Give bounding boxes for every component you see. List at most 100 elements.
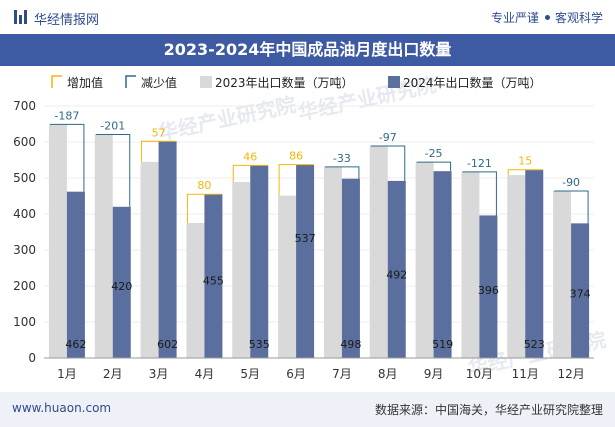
change-label: -33 bbox=[333, 152, 351, 165]
bar-2023 bbox=[94, 134, 113, 358]
chart-title: 2023-2024年中国成品油月度出口数量 bbox=[163, 40, 452, 59]
brand-name: 华经情报网 bbox=[34, 13, 100, 28]
change-label: -121 bbox=[467, 157, 492, 170]
x-tick-label: 9月 bbox=[424, 367, 444, 381]
bar-2024 bbox=[66, 191, 85, 358]
y-tick-label: 500 bbox=[13, 171, 36, 185]
legend-decrease-label: 减少值 bbox=[141, 75, 177, 90]
header-bar: 华经情报网 专业严谨 客观科学 bbox=[0, 0, 615, 34]
change-bracket bbox=[278, 164, 314, 196]
bar-2024 bbox=[387, 180, 406, 358]
data-source: 数据来源：中国海关，华经产业研究院整理 bbox=[374, 403, 603, 417]
bar-2024 bbox=[250, 165, 269, 358]
website-link[interactable]: www.huaon.com bbox=[12, 401, 112, 415]
legend-2023-swatch bbox=[200, 76, 212, 88]
bar-2024-value: 519 bbox=[432, 338, 453, 351]
change-label: -187 bbox=[54, 109, 79, 122]
change-label: 86 bbox=[289, 150, 303, 163]
y-tick-label: 300 bbox=[13, 243, 36, 257]
legend-2024-swatch bbox=[388, 76, 400, 88]
bar-2024 bbox=[112, 206, 131, 358]
change-label: 46 bbox=[243, 150, 257, 163]
legend-increase-label: 增加值 bbox=[67, 75, 103, 90]
bar-2024-value: 396 bbox=[478, 284, 499, 297]
tagline-professional: 专业严谨 bbox=[490, 11, 539, 25]
y-tick-label: 600 bbox=[13, 135, 36, 149]
change-label: -25 bbox=[425, 147, 443, 160]
change-bracket bbox=[554, 190, 589, 224]
x-tick-label: 11月 bbox=[512, 367, 539, 381]
tagline-objective: 客观科学 bbox=[554, 11, 603, 25]
x-tick-label: 10月 bbox=[466, 367, 493, 381]
x-tick-label: 1月 bbox=[57, 367, 77, 381]
bar-2024 bbox=[341, 178, 360, 358]
title-band bbox=[0, 34, 615, 66]
legend-decrease-icon bbox=[125, 75, 136, 88]
legend-layer: 增加值 减少值 2023年出口数量（万吨） 2024年出口数量（万吨） bbox=[51, 75, 542, 90]
change-bracket bbox=[95, 133, 131, 207]
legend-increase-icon bbox=[51, 75, 62, 88]
bar-2023 bbox=[369, 145, 388, 358]
bar-2023 bbox=[186, 223, 205, 358]
x-tick-label: 8月 bbox=[378, 367, 398, 381]
bar-2024-value: 420 bbox=[111, 280, 132, 293]
dot-separator-icon bbox=[544, 15, 550, 20]
watermark-text: 华经产业研究院 bbox=[156, 92, 298, 145]
bar-2024-value: 455 bbox=[203, 274, 224, 287]
x-tick-label: 3月 bbox=[149, 367, 169, 381]
x-tick-label: 12月 bbox=[557, 367, 584, 381]
bar-2024 bbox=[571, 223, 590, 358]
bar-2024-value: 523 bbox=[524, 338, 545, 351]
change-label: 80 bbox=[197, 179, 211, 192]
x-tick-label: 6月 bbox=[286, 367, 306, 381]
bar-2023 bbox=[278, 195, 297, 358]
bar-2023 bbox=[461, 171, 480, 358]
change-label: 15 bbox=[518, 155, 532, 168]
bar-2024-value: 374 bbox=[570, 287, 591, 300]
bar-2024 bbox=[433, 171, 452, 358]
change-bracket bbox=[324, 166, 360, 179]
change-bracket bbox=[232, 164, 268, 182]
x-tick-label: 7月 bbox=[332, 367, 352, 381]
bar-2024-value: 602 bbox=[157, 338, 178, 351]
bars-layer: -187 462 1月 -201 420 2月 57 602 3月 80 455 4月 46 535 5月 8… bbox=[48, 109, 591, 381]
legend-2023-label: 2023年出口数量（万吨） bbox=[215, 75, 354, 90]
change-bracket bbox=[507, 169, 543, 176]
chart: 华经产业研究院华经产业研究院华经产业研究院 010020030040050060… bbox=[13, 72, 608, 381]
change-bracket bbox=[370, 145, 406, 181]
change-label: -201 bbox=[100, 119, 125, 132]
change-label: -90 bbox=[562, 176, 580, 189]
y-tick-label: 0 bbox=[28, 351, 36, 365]
bar-2024-value: 537 bbox=[295, 232, 316, 245]
bar-2024-value: 492 bbox=[386, 268, 407, 281]
y-tick-label: 200 bbox=[13, 279, 36, 293]
bar-2023 bbox=[232, 181, 251, 358]
bar-2024 bbox=[296, 164, 315, 358]
change-label: -97 bbox=[379, 131, 397, 144]
change-bracket bbox=[416, 161, 452, 172]
logo-icon bbox=[14, 10, 27, 24]
x-tick-label: 2月 bbox=[103, 367, 123, 381]
bar-2023 bbox=[323, 166, 342, 358]
bar-2024 bbox=[158, 141, 177, 358]
bar-2023 bbox=[507, 175, 526, 358]
footer-bar bbox=[0, 392, 615, 427]
bar-2024 bbox=[204, 194, 223, 358]
bar-2024 bbox=[479, 215, 498, 358]
x-tick-label: 5月 bbox=[240, 367, 260, 381]
bar-2023 bbox=[553, 190, 572, 358]
bar-2024-value: 535 bbox=[249, 338, 270, 351]
change-bracket bbox=[462, 171, 497, 216]
bar-2024-value: 498 bbox=[340, 338, 361, 351]
bar-2023 bbox=[415, 162, 434, 358]
y-tick-label: 100 bbox=[13, 315, 36, 329]
bar-2024-value: 462 bbox=[65, 338, 86, 351]
bar-2023 bbox=[48, 124, 67, 358]
bar-2024 bbox=[525, 169, 544, 358]
change-bracket bbox=[141, 140, 176, 162]
bar-2023 bbox=[140, 161, 159, 358]
tagline: 专业严谨 客观科学 bbox=[491, 9, 603, 26]
y-tick-label: 400 bbox=[13, 207, 36, 221]
y-tick-label: 700 bbox=[13, 99, 36, 113]
change-bracket bbox=[186, 193, 222, 223]
